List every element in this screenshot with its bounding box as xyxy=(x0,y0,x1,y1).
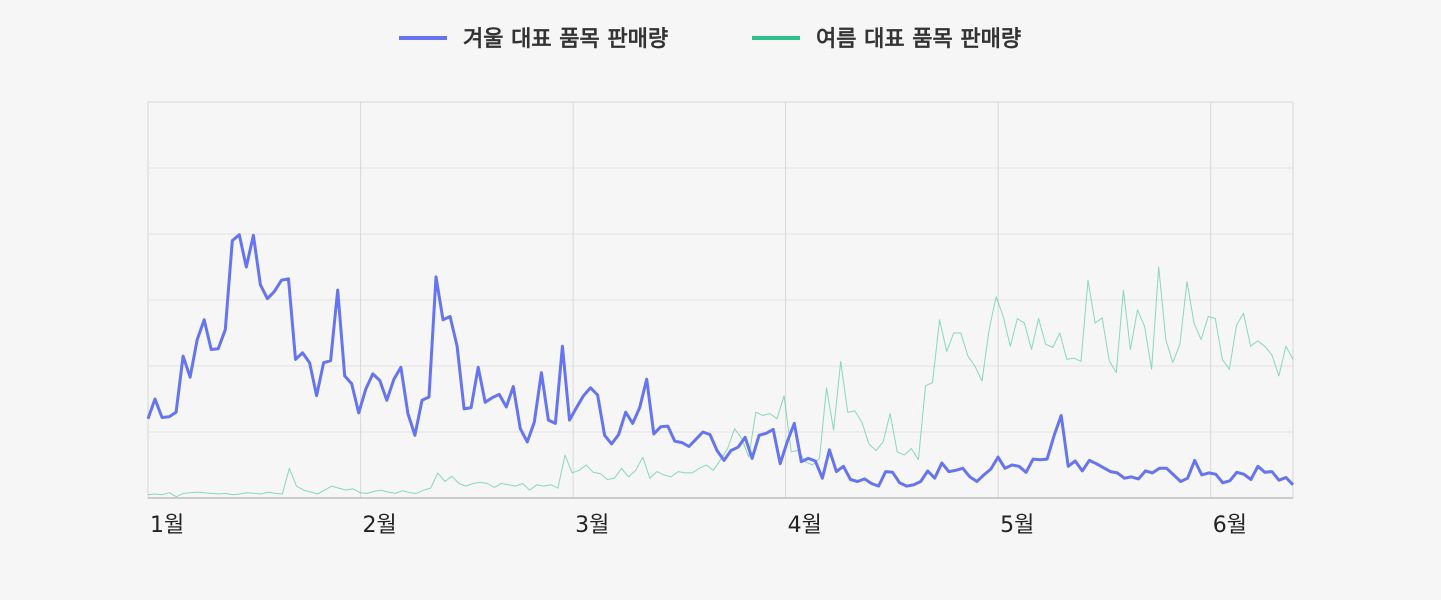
legend-label-summer: 여름 대표 품목 판매량 xyxy=(816,27,1021,52)
x-tick-label: 3월 xyxy=(575,513,609,538)
series-layer xyxy=(146,233,1295,498)
legend-label-winter: 겨울 대표 품목 판매량 xyxy=(463,27,668,52)
series-line-summer xyxy=(147,266,1294,498)
legend-item-summer[interactable]: 여름 대표 품목 판매량 xyxy=(752,27,1021,52)
x-tick-labels: 1월 2월 3월 4월 5월 6월 xyxy=(150,513,1247,538)
legend: 겨울 대표 품목 판매량 여름 대표 품목 판매량 xyxy=(399,27,1021,52)
legend-item-winter[interactable]: 겨울 대표 품목 판매량 xyxy=(399,27,668,52)
series-line-winter xyxy=(146,233,1295,488)
x-tick-label: 5월 xyxy=(1000,513,1034,538)
vertical-gridlines xyxy=(360,102,1212,498)
x-tick-label: 4월 xyxy=(788,513,822,538)
x-tick-label: 1월 xyxy=(150,513,184,538)
x-tick-label: 2월 xyxy=(363,513,397,538)
x-tick-label: 6월 xyxy=(1213,513,1247,538)
